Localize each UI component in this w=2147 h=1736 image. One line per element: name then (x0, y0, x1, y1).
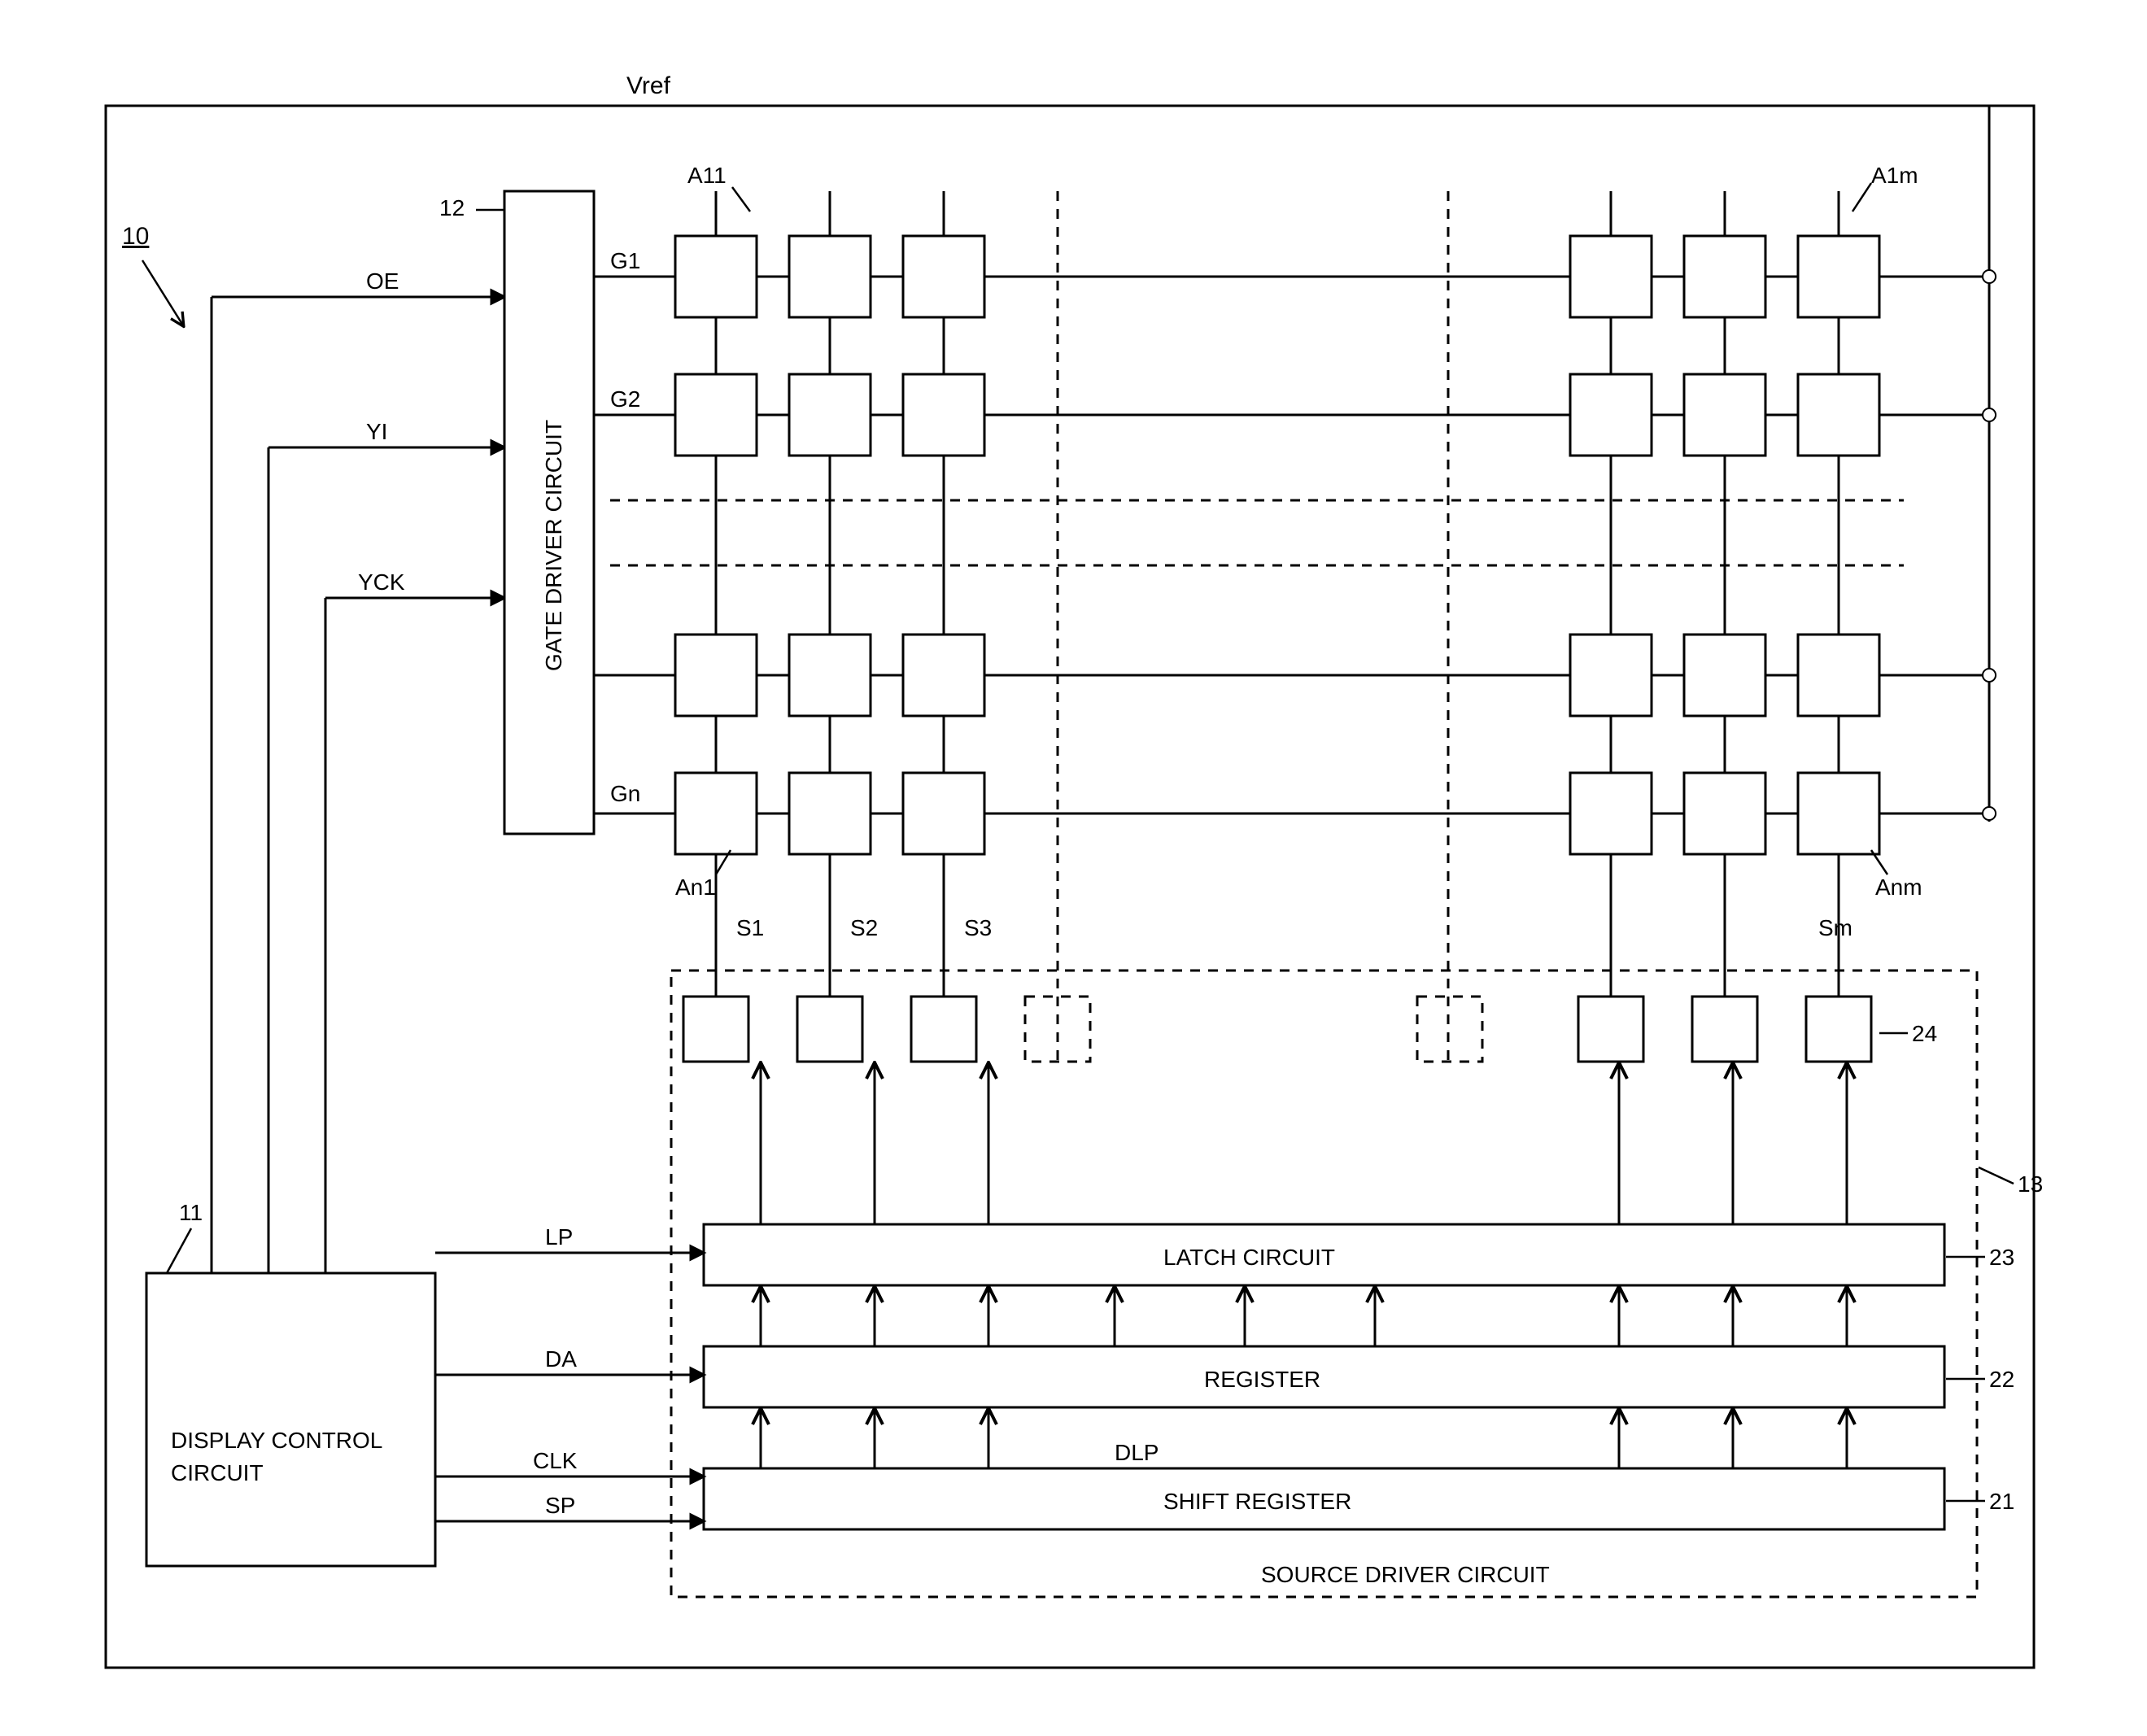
pixel-cell (789, 374, 871, 456)
svg-text:An1: An1 (675, 875, 716, 900)
lp-label: LP (545, 1224, 573, 1250)
pixel-cell (903, 236, 984, 317)
pixel-cell (1684, 635, 1765, 716)
pixel-cell (675, 236, 757, 317)
dcc-label-2: CIRCUIT (171, 1460, 264, 1485)
pixel-cell (1798, 374, 1879, 456)
clk-label: CLK (533, 1448, 578, 1473)
vref-label: Vref (626, 72, 671, 99)
dac-cell (797, 997, 862, 1062)
oe-label: OE (366, 268, 399, 294)
pixel-cell (1684, 374, 1765, 456)
dac-cell (683, 997, 748, 1062)
dac-cell (1806, 997, 1871, 1062)
latch-label: LATCH CIRCUIT (1163, 1245, 1335, 1270)
pixel-cell (789, 773, 871, 854)
pixel-cell (1570, 773, 1652, 854)
g2-label: G2 (610, 386, 640, 412)
pixel-cell (1684, 236, 1765, 317)
pixel-cell (903, 773, 984, 854)
pixel-cell (1570, 374, 1652, 456)
svg-text:12: 12 (439, 195, 465, 220)
gate-driver-label: GATE DRIVER CIRCUIT (541, 420, 566, 671)
pixel-cell (789, 635, 871, 716)
display-control-circuit (146, 1273, 435, 1566)
s2-label: S2 (850, 915, 878, 940)
pixel-cell (903, 635, 984, 716)
svg-text:10: 10 (122, 223, 149, 250)
svg-text:A1m: A1m (1871, 163, 1918, 188)
pixel-cell (675, 773, 757, 854)
gn-label: Gn (610, 781, 640, 806)
svg-text:21: 21 (1989, 1489, 2014, 1514)
svg-text:A11: A11 (687, 163, 727, 188)
pixel-cell (675, 635, 757, 716)
dac-cell (1692, 997, 1757, 1062)
pixel-cell (1798, 773, 1879, 854)
pixel-cell (789, 236, 871, 317)
register (704, 1346, 1944, 1407)
pixel-cell (1798, 635, 1879, 716)
svg-text:11: 11 (179, 1200, 203, 1225)
pixel-cell (1684, 773, 1765, 854)
register-label: REGISTER (1204, 1367, 1320, 1392)
pixel-cell (1570, 635, 1652, 716)
dac-cell (911, 997, 976, 1062)
s3-label: S3 (964, 915, 992, 940)
svg-text:22: 22 (1989, 1367, 2014, 1392)
g1-label: G1 (610, 248, 640, 273)
pixel-cell (675, 374, 757, 456)
shift-label: SHIFT REGISTER (1163, 1489, 1351, 1514)
dac-cell (1578, 997, 1643, 1062)
svg-text:Anm: Anm (1875, 875, 1922, 900)
dcc-label-1: DISPLAY CONTROL (171, 1428, 382, 1453)
dlp-label: DLP (1115, 1440, 1159, 1465)
sm-label: Sm (1818, 915, 1852, 940)
yi-label: YI (366, 419, 387, 444)
circuit-diagram: Vref 10 DISPLAY CONTROL CIRCUIT 11 OE YI… (0, 0, 2147, 1736)
svg-text:23: 23 (1989, 1245, 2014, 1270)
yck-label: YCK (358, 569, 405, 595)
svg-text:24: 24 (1912, 1021, 1937, 1046)
s1-label: S1 (736, 915, 764, 940)
da-label: DA (545, 1346, 577, 1372)
svg-text:13: 13 (2018, 1171, 2043, 1197)
pixel-cell (1570, 236, 1652, 317)
source-driver-label: SOURCE DRIVER CIRCUIT (1261, 1562, 1550, 1587)
pixel-cell (903, 374, 984, 456)
sp-label: SP (545, 1493, 575, 1518)
pixel-cell (1798, 236, 1879, 317)
